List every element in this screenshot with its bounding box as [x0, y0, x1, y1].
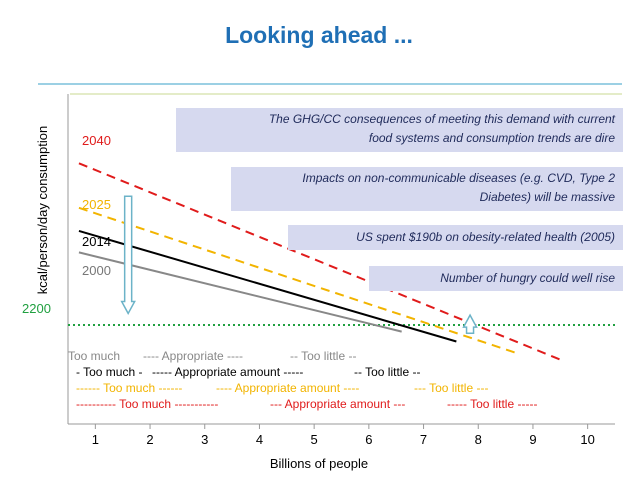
x-tick-label: 9	[529, 432, 536, 447]
callout-ncd-line1: Impacts on non-communicable diseases (e.…	[302, 171, 615, 185]
x-axis-title: Billions of people	[269, 456, 369, 471]
band-2000-too-much: Too much	[68, 349, 121, 363]
x-tick-label: 6	[365, 432, 372, 447]
band-2025-too-little: --- Too little ---	[414, 381, 489, 395]
callout-hungry: Number of hungry could well rise	[369, 266, 623, 291]
axis-layer: 1 2 3 4 5 6 7 8 9 10	[67, 94, 615, 447]
band-2014-too-much: - Too much -	[76, 365, 143, 379]
series-label-2040: 2040	[82, 133, 111, 148]
callout-ncd-line2: Diabetes) will be massive	[479, 190, 615, 204]
arrow-layer	[120, 195, 478, 334]
series-line-2025	[78, 206, 517, 354]
reference-label: 2200	[22, 301, 51, 316]
callout-ghg-line2: food systems and consumption trends are …	[368, 131, 615, 145]
band-2014-appropriate: ----- Appropriate amount -----	[152, 365, 304, 379]
band-2000-appropriate: ---- Appropriate ----	[143, 349, 244, 363]
series-line-2014	[78, 229, 457, 343]
x-tick-label: 4	[256, 432, 263, 447]
slide-title: Looking ahead ...	[225, 22, 413, 48]
up-arrow	[462, 313, 478, 334]
callout-ncd: Impacts on non-communicable diseases (e.…	[231, 167, 623, 211]
x-tick-label: 7	[420, 432, 427, 447]
callout-ghg-line1: The GHG/CC consequences of meeting this …	[268, 112, 615, 126]
series-line-2000	[78, 251, 402, 333]
series-label-2014: 2014	[82, 234, 111, 249]
band-2040-too-much: ---------- Too much -----------	[76, 397, 219, 411]
callout-ghg: The GHG/CC consequences of meeting this …	[176, 108, 623, 152]
band-2014-too-little: -- Too little --	[354, 365, 421, 379]
series-label-2025: 2025	[82, 197, 111, 212]
series-layer	[78, 162, 561, 361]
x-tick-label: 3	[201, 432, 208, 447]
band-2040-appropriate: --- Appropriate amount ---	[270, 397, 406, 411]
x-tick-label: 10	[580, 432, 594, 447]
x-tick-label: 5	[311, 432, 318, 447]
x-tick-label: 1	[92, 432, 99, 447]
series-line-2040	[78, 162, 561, 361]
y-axis-title-text: kcal/person/day consumption	[35, 125, 50, 295]
x-tick-label: 8	[475, 432, 482, 447]
series-label-2000: 2000	[82, 263, 111, 278]
band-2000-too-little: -- Too little --	[290, 349, 357, 363]
callout-obesity: US spent $190b on obesity-related health…	[288, 225, 623, 250]
band-2025-too-much: ------ Too much ------	[76, 381, 183, 395]
band-2040-too-little: ----- Too little -----	[447, 397, 538, 411]
down-arrow	[120, 195, 136, 316]
x-tick-label: 2	[146, 432, 153, 447]
band-2025-appropriate: ---- Appropriate amount ----	[216, 381, 360, 395]
